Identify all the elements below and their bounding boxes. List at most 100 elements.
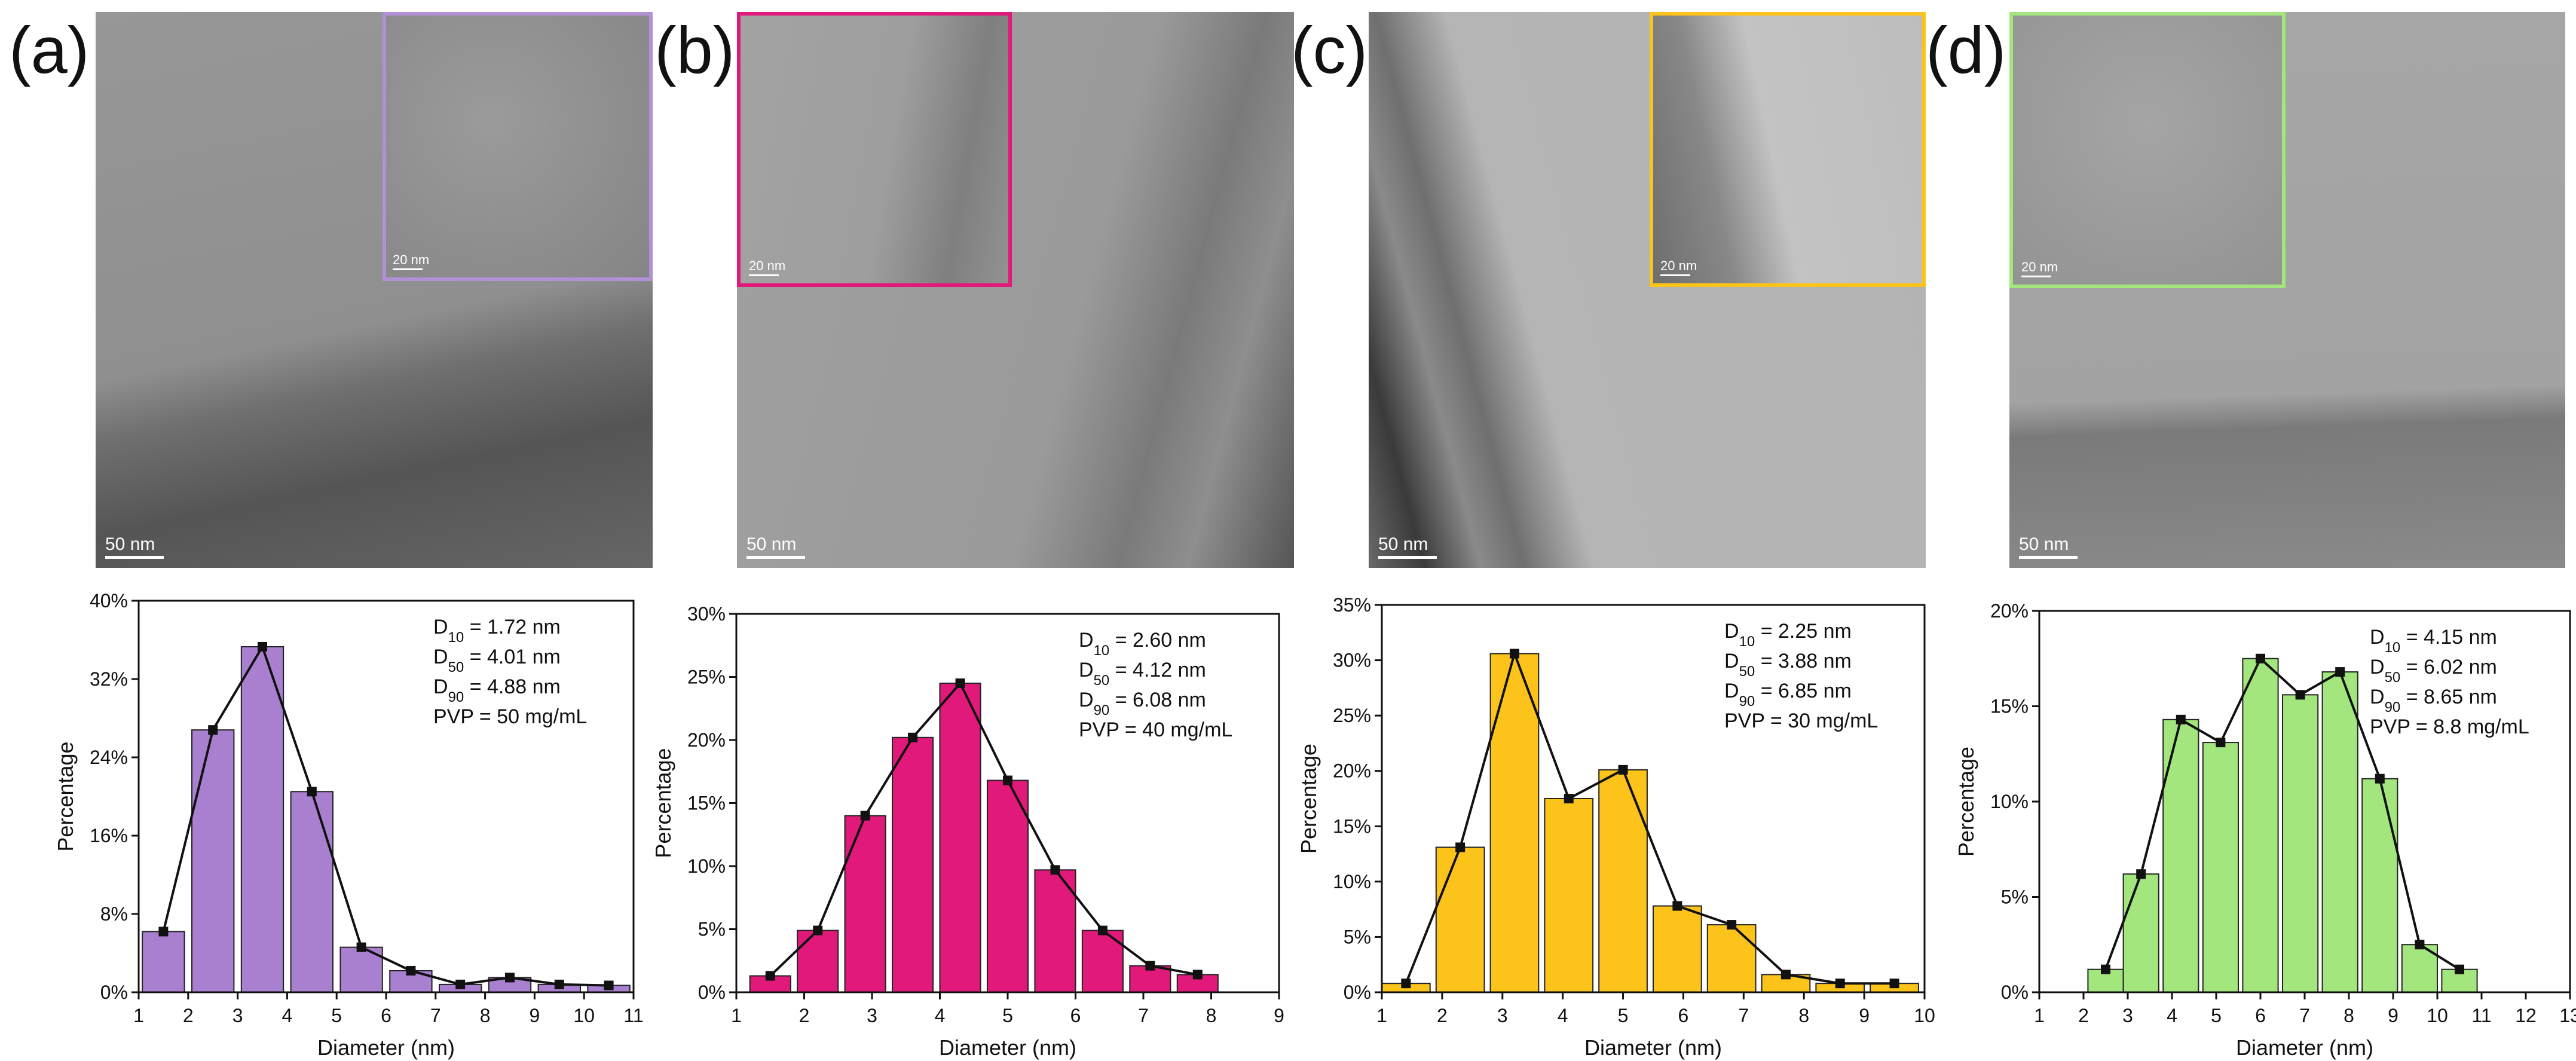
y-tick-label: 10% — [1990, 791, 2029, 812]
scale-bar-c: 50 nm — [1378, 534, 1437, 559]
x-tick-label: 1 — [731, 1005, 742, 1026]
x-tick-label: 7 — [430, 1005, 441, 1026]
annotation-text: D10 = 4.15 nm — [2370, 626, 2497, 656]
histogram-bar — [797, 929, 839, 993]
y-tick-label: 32% — [90, 668, 128, 690]
tem-inset-a — [383, 12, 653, 281]
data-point-marker — [1564, 794, 1574, 803]
data-point-marker — [1889, 979, 1899, 989]
histogram-chart-a: 1 2 3 4 5 6 7 8 9 10 11 0% 8% 16% 24% 32% 40% Diameter (n… — [53, 590, 644, 1060]
x-tick-label: 1 — [133, 1005, 144, 1026]
x-tick-label: 5 — [2211, 1005, 2222, 1026]
data-point-marker — [955, 678, 965, 689]
data-point-marker — [208, 725, 218, 735]
annotation-text: D90 = 8.65 nm — [2370, 686, 2497, 716]
data-point-marker — [813, 925, 823, 935]
x-tick-label: 5 — [1618, 1005, 1629, 1026]
y-tick-label: 25% — [1333, 705, 1371, 726]
y-tick-label: 0% — [2001, 981, 2029, 1003]
inset-scale-bar-c: 20 nm — [1660, 258, 1697, 276]
x-tick-label: 6 — [1678, 1005, 1689, 1026]
y-tick-label: 10% — [687, 855, 726, 877]
x-tick-label: 9 — [1274, 1005, 1284, 1026]
data-point-marker — [2256, 653, 2265, 663]
data-point-marker — [1401, 979, 1411, 989]
data-point-marker — [1145, 961, 1155, 971]
distribution-line — [1405, 650, 1895, 985]
data-point-marker — [158, 927, 169, 937]
x-tick-label: 4 — [935, 1005, 946, 1026]
y-tick-label: 15% — [1333, 815, 1371, 837]
y-tick-label: 30% — [687, 603, 726, 625]
histogram-bar — [1653, 905, 1702, 993]
histogram-bar — [191, 729, 235, 993]
histogram-bar — [142, 931, 185, 993]
x-tick-label: 1 — [2034, 1005, 2045, 1026]
x-axis-label: Diameter (nm) — [1584, 1035, 1722, 1060]
distribution-line — [769, 681, 1198, 977]
data-point-marker — [2216, 738, 2226, 748]
plot-frame — [1381, 604, 1926, 993]
x-tick-label: 7 — [2299, 1005, 2310, 1026]
y-tick-label: 40% — [90, 590, 128, 611]
histogram-bar — [1706, 924, 1757, 993]
scale-bar-d: 50 nm — [2019, 534, 2078, 559]
x-tick-label: 9 — [1859, 1005, 1870, 1026]
annotation-text: D50 = 6.02 nm — [2370, 656, 2497, 686]
y-tick-label: 20% — [687, 729, 726, 751]
inset-scale-bar-a: 20 nm — [393, 252, 429, 270]
x-tick-label: 3 — [232, 1005, 243, 1026]
data-point-marker — [1097, 925, 1108, 935]
histogram-bar — [2321, 671, 2358, 993]
y-tick-label: 8% — [100, 903, 128, 925]
inset-scale-bar-b: 20 nm — [749, 258, 785, 276]
tem-image-d: 20 nm 50 nm — [2009, 12, 2565, 568]
y-tick-label: 10% — [1333, 871, 1371, 892]
x-tick-label: 8 — [1798, 1005, 1809, 1026]
y-tick-label: 24% — [90, 747, 128, 768]
x-tick-label: 6 — [381, 1005, 391, 1026]
y-tick-label: 20% — [1333, 760, 1371, 782]
tem-image-a: 20 nm 50 nm — [96, 12, 653, 568]
panel-label-d: (d) — [1926, 14, 2006, 87]
histogram-bar — [1034, 869, 1076, 993]
data-point-marker — [2375, 773, 2385, 784]
histogram-bar — [2361, 778, 2398, 993]
y-axis-label: Percentage — [651, 748, 675, 858]
annotation-text: D50 = 4.12 nm — [1079, 659, 1206, 689]
distribution-line — [162, 644, 609, 987]
data-point-marker — [1455, 842, 1466, 852]
histogram-bar — [1598, 769, 1648, 993]
scale-bar-a: 50 nm — [105, 534, 164, 559]
data-point-marker — [1780, 970, 1791, 980]
x-tick-label: 6 — [1070, 1005, 1081, 1026]
x-tick-label: 6 — [2255, 1005, 2266, 1026]
x-tick-label: 2 — [183, 1005, 194, 1026]
data-point-marker — [2136, 869, 2146, 879]
data-point-marker — [2295, 690, 2305, 700]
histogram-chart-c: 1 2 3 4 5 6 7 8 9 10 0% 5% 10% 15% 20% 25% 30% 35% Diamete… — [1296, 594, 1935, 1060]
y-tick-label: 5% — [2001, 886, 2029, 908]
annotation-text: PVP = 8.8 mg/mL — [2370, 716, 2529, 738]
panel-label-a: (a) — [9, 14, 90, 87]
x-tick-label: 2 — [1437, 1005, 1448, 1026]
histogram-bar — [2202, 742, 2239, 993]
y-axis-label: Percentage — [1954, 747, 1978, 857]
data-point-marker — [2455, 964, 2464, 974]
data-point-marker — [908, 732, 918, 742]
x-tick-label: 10 — [573, 1005, 595, 1026]
x-tick-label: 3 — [2122, 1005, 2133, 1026]
histogram-bar — [2282, 694, 2319, 993]
data-point-marker — [455, 979, 466, 989]
tem-inset-d — [2009, 12, 2286, 288]
y-tick-label: 0% — [1344, 981, 1371, 1003]
x-tick-label: 10 — [2427, 1005, 2448, 1026]
x-tick-label: 9 — [530, 1005, 540, 1026]
tem-image-b: 20 nm 50 nm — [737, 12, 1294, 568]
histogram-bar — [892, 736, 934, 993]
data-point-marker — [765, 971, 775, 981]
histogram-bar — [2242, 658, 2279, 993]
x-tick-label: 8 — [1206, 1005, 1217, 1026]
data-point-marker — [2335, 667, 2345, 677]
x-tick-label: 8 — [2344, 1005, 2354, 1026]
